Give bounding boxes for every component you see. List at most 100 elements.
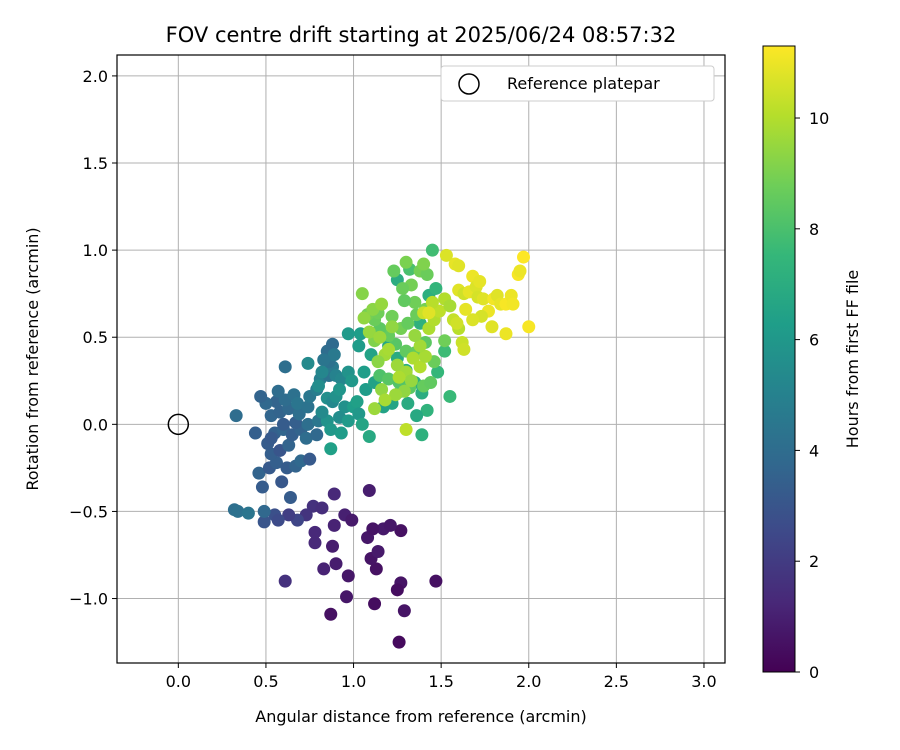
- data-point: [327, 487, 341, 501]
- data-point: [341, 327, 355, 341]
- data-point: [424, 376, 438, 390]
- y-tick-label: 2.0: [83, 67, 108, 86]
- data-point: [315, 405, 329, 419]
- data-point: [282, 438, 296, 452]
- data-point: [385, 309, 399, 323]
- data-point: [326, 539, 340, 553]
- data-point: [390, 583, 404, 597]
- data-point: [231, 504, 245, 518]
- data-point: [359, 382, 373, 396]
- y-tick-label: 1.5: [83, 154, 108, 173]
- data-point: [466, 313, 480, 327]
- data-point: [418, 349, 432, 363]
- legend-marker-icon: [458, 73, 480, 95]
- data-point: [229, 409, 243, 423]
- data-point: [382, 342, 396, 356]
- data-point: [301, 400, 315, 414]
- data-point: [399, 255, 413, 269]
- data-points: [227, 243, 536, 649]
- data-point: [389, 388, 403, 402]
- colorbar-ticks: 0 2 4 6 8 10: [795, 109, 829, 682]
- data-point: [438, 344, 452, 358]
- colorbar-tick-label: 0: [809, 663, 819, 682]
- y-tick-label: 1.0: [83, 241, 108, 260]
- data-point: [443, 299, 457, 313]
- reference-platepar-marker: [167, 413, 190, 436]
- data-point: [324, 607, 338, 621]
- data-point: [499, 327, 513, 341]
- x-tick-label: 2.0: [516, 672, 541, 691]
- data-point: [397, 294, 411, 308]
- data-point: [366, 522, 380, 536]
- data-point: [241, 506, 255, 520]
- x-axis-ticks: 0.0 0.5 1.0 1.5 2.0 2.5 3.0: [166, 663, 717, 691]
- data-point: [410, 409, 424, 423]
- data-point: [324, 442, 338, 456]
- data-point: [369, 562, 383, 576]
- data-point: [375, 382, 389, 396]
- legend-box: [440, 65, 715, 102]
- data-point: [392, 635, 406, 649]
- data-point: [371, 355, 385, 369]
- data-point: [327, 518, 341, 532]
- data-point: [417, 257, 431, 271]
- data-point: [368, 402, 382, 416]
- x-tick-label: 1.5: [428, 672, 453, 691]
- data-point: [282, 508, 296, 522]
- data-point: [396, 281, 410, 295]
- data-point: [340, 590, 354, 604]
- data-point: [248, 426, 262, 440]
- data-point: [341, 569, 355, 583]
- y-axis-label: Rotation from reference (arcmin): [23, 227, 42, 490]
- data-point: [459, 302, 473, 316]
- data-point: [425, 295, 439, 309]
- data-point: [303, 452, 317, 466]
- data-point: [485, 320, 499, 334]
- data-point: [387, 264, 401, 278]
- data-point: [352, 339, 366, 353]
- data-point: [352, 407, 366, 421]
- data-point: [383, 518, 397, 532]
- data-point: [326, 337, 340, 351]
- y-tick-label: 0.0: [83, 415, 108, 434]
- data-point: [408, 295, 422, 309]
- data-point: [394, 524, 408, 538]
- x-tick-label: 3.0: [691, 672, 716, 691]
- data-point: [345, 374, 359, 388]
- data-point: [406, 351, 420, 365]
- data-point: [506, 297, 520, 311]
- colorbar-tick-label: 6: [809, 331, 819, 350]
- data-point: [317, 562, 331, 576]
- data-point: [368, 597, 382, 611]
- colorbar: 0 2 4 6 8 10 Hours from first FF file: [762, 45, 862, 682]
- data-point: [513, 264, 527, 278]
- data-point: [378, 393, 392, 407]
- data-point: [413, 360, 427, 374]
- colorbar-tick-label: 4: [809, 441, 819, 460]
- data-point: [401, 316, 415, 330]
- data-point: [439, 248, 453, 262]
- data-point: [357, 365, 371, 379]
- colorbar-tick-label: 10: [809, 109, 829, 128]
- data-point: [399, 423, 413, 437]
- x-tick-label: 0.5: [253, 672, 278, 691]
- data-point: [276, 417, 290, 431]
- legend-label: Reference platepar: [507, 74, 660, 93]
- data-point: [355, 287, 369, 301]
- data-point: [397, 604, 411, 618]
- data-point: [404, 374, 418, 388]
- data-point: [431, 365, 445, 379]
- colorbar-tick-label: 2: [809, 552, 819, 571]
- data-point: [422, 306, 436, 320]
- data-point: [522, 320, 536, 334]
- data-point: [350, 395, 364, 409]
- data-point: [255, 480, 269, 494]
- data-point: [362, 325, 376, 339]
- data-point: [264, 431, 278, 445]
- data-point: [413, 339, 427, 353]
- legend: Reference platepar: [440, 65, 715, 102]
- data-point: [355, 417, 369, 431]
- data-point: [308, 525, 322, 539]
- data-point: [357, 311, 371, 325]
